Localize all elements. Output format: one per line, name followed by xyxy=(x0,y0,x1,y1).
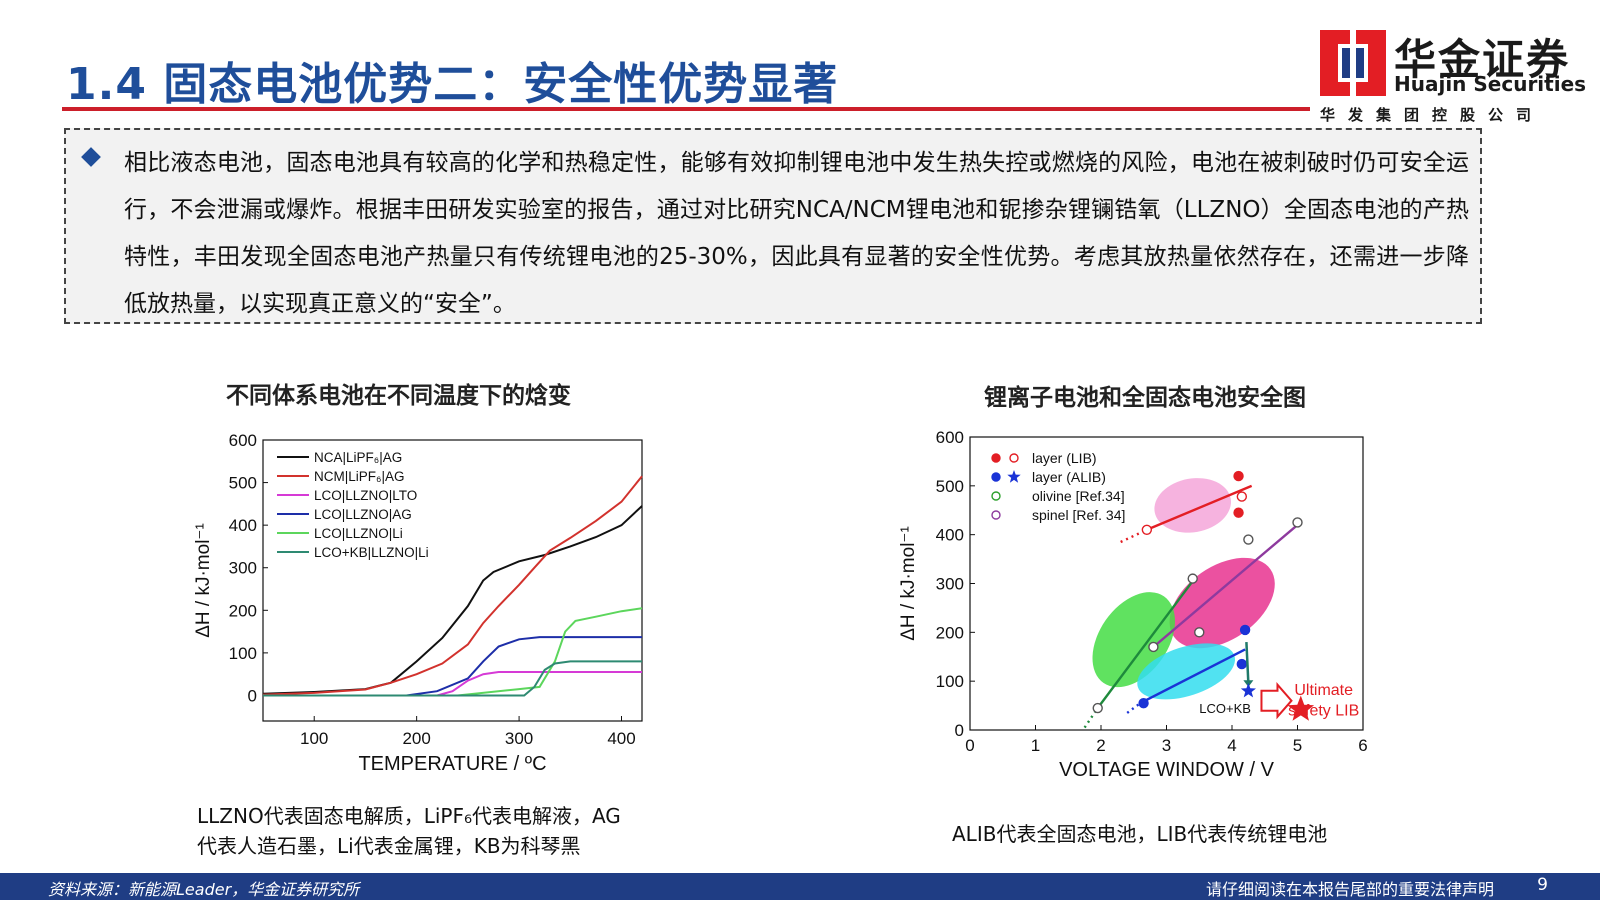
x-tick-label: 3 xyxy=(1162,736,1171,755)
x-axis-label: TEMPERATURE / ºC xyxy=(358,753,546,775)
x-tick-label: 0 xyxy=(965,736,974,755)
legend-label: olivine [Ref.34] xyxy=(1032,488,1125,504)
data-point xyxy=(1236,658,1248,670)
y-tick-label: 100 xyxy=(936,672,964,691)
y-tick-label: 200 xyxy=(229,601,257,620)
left-chart-title: 不同体系电池在不同温度下的焓变 xyxy=(226,383,571,409)
hollow-arrow-icon xyxy=(1260,682,1293,720)
left-chart-note-line1: LLZNO代表固态电解质，LiPF₆代表电解液，AG xyxy=(197,804,621,828)
y-tick-label: 400 xyxy=(229,516,257,535)
x-tick-label: 200 xyxy=(402,729,430,748)
legend-star-icon xyxy=(1007,470,1021,483)
y-axis-label: ΔH / kJ·mol⁻¹ xyxy=(898,526,919,641)
fit-line xyxy=(1146,484,1253,531)
legend-label: spinel [Ref. 34] xyxy=(1032,507,1125,523)
legend-label: NCM|LiPF₆|AG xyxy=(314,469,404,484)
y-tick-label: 500 xyxy=(229,474,257,493)
fit-line xyxy=(1139,648,1246,705)
logo-subtitle: 华发集团控股公司 xyxy=(1320,106,1545,124)
data-point xyxy=(1233,507,1244,518)
x-tick-label: 5 xyxy=(1293,736,1302,755)
y-tick-label: 600 xyxy=(229,431,257,450)
data-point xyxy=(1194,627,1205,638)
fit-line xyxy=(1152,523,1299,648)
logo-name-en: Huajin Securities xyxy=(1394,72,1587,96)
y-tick-label: 600 xyxy=(936,428,964,447)
x-tick-label: 2 xyxy=(1096,736,1105,755)
data-point xyxy=(1148,641,1159,653)
y-tick-label: 200 xyxy=(936,623,964,642)
data-point xyxy=(1243,534,1254,545)
summary-paragraph: 相比液态电池，固态电池具有较高的化学和热稳定性，能够有效抑制锂电池中发生热失控或… xyxy=(124,150,1469,317)
huajin-logo-icon xyxy=(1320,30,1386,96)
x-tick-label: 6 xyxy=(1358,736,1367,755)
fit-line-extension xyxy=(1126,702,1142,714)
x-tick-label: 400 xyxy=(607,729,635,748)
arrow-line xyxy=(1245,642,1250,684)
y-tick-label: 500 xyxy=(936,477,964,496)
annotation-safety-lib: safety LIB xyxy=(1288,702,1359,719)
legend-marker xyxy=(991,491,1001,501)
region-ellipse xyxy=(1154,478,1231,533)
legend-label: LCO|LLZNO|AG xyxy=(314,507,412,522)
x-tick-label: 100 xyxy=(300,729,328,748)
data-point xyxy=(1233,470,1244,482)
safety-map-chart: LCO+KB Ultimate safety LIB 0 100 200 300 400 500… xyxy=(898,428,1368,781)
logo-name-cn: 华金证券 xyxy=(1394,35,1571,84)
fit-line xyxy=(1096,580,1194,709)
lco-kb-star-icon xyxy=(1240,682,1256,698)
x-axis-label: VOLTAGE WINDOW / V xyxy=(1059,759,1274,781)
data-point xyxy=(1092,702,1103,714)
footer-disclaimer: 请仔细阅读在本报告尾部的重要法律声明 xyxy=(1205,880,1494,899)
legend-label: NCA|LiPF₆|AG xyxy=(314,450,402,465)
data-point xyxy=(1292,517,1303,528)
y-tick-label: 0 xyxy=(955,721,964,740)
series-line xyxy=(263,660,642,697)
legend-label: LCO+KB|LLZNO|Li xyxy=(314,545,429,560)
legend-label: layer (ALIB) xyxy=(1032,469,1106,485)
footer-bar: 资料来源：新能源Leader，华金证券研究所 请仔细阅读在本报告尾部的重要法律声… xyxy=(0,873,1600,900)
company-logo: 华金证券 Huajin Securities 华发集团控股公司 xyxy=(1320,30,1586,126)
legend-marker xyxy=(991,453,1001,463)
enthalpy-temperature-chart: 0 100 200 300 400 500 600 100 200 300 400 TEMPERATU… xyxy=(193,431,643,775)
page-title: 1.4 固态电池优势二：安全性优势显著 xyxy=(66,59,839,110)
series-line xyxy=(262,475,643,696)
ultimate-safety-star-icon xyxy=(1287,695,1315,721)
data-point xyxy=(1187,573,1198,584)
annotation-lco-kb: LCO+KB xyxy=(1199,701,1251,716)
plot-frame xyxy=(262,439,643,722)
data-point xyxy=(1138,697,1149,709)
legend-label: LCO|LLZNO|Li xyxy=(314,526,403,541)
legend-marker xyxy=(991,472,1001,482)
data-point xyxy=(1236,491,1248,502)
legend-marker xyxy=(1009,453,1019,463)
legend-marker xyxy=(991,510,1001,520)
footer-source: 资料来源：新能源Leader，华金证券研究所 xyxy=(48,880,360,899)
page-number: 9 xyxy=(1537,875,1548,895)
y-tick-label: 0 xyxy=(248,686,257,705)
legend-label: LCO|LLZNO|LTO xyxy=(314,488,417,503)
y-axis-label: ΔH / kJ·mol⁻¹ xyxy=(193,523,214,638)
y-tick-label: 400 xyxy=(936,526,964,545)
x-tick-label: 300 xyxy=(505,729,533,748)
summary-box: 相比液态电池，固态电池具有较高的化学和热稳定性，能够有效抑制锂电池中发生热失控或… xyxy=(64,128,1482,324)
y-tick-label: 300 xyxy=(936,575,964,594)
diamond-bullet-icon xyxy=(81,147,101,167)
annotation-ultimate: Ultimate xyxy=(1294,682,1353,699)
data-point xyxy=(1141,524,1153,535)
x-tick-label: 1 xyxy=(1031,736,1040,755)
x-tick-label: 4 xyxy=(1227,736,1236,755)
left-chart-note-line2: 代表人造石墨，Li代表金属锂，KB为科琴黑 xyxy=(197,834,581,858)
region-ellipse xyxy=(1137,643,1236,700)
legend-label: layer (LIB) xyxy=(1032,450,1097,466)
series-line xyxy=(263,636,642,697)
title-underline xyxy=(62,107,1310,111)
y-tick-label: 300 xyxy=(229,559,257,578)
y-tick-label: 100 xyxy=(229,644,257,663)
right-chart-note: ALIB代表全固态电池，LIB代表传统锂电池 xyxy=(952,822,1328,846)
right-chart-title: 锂离子电池和全固态电池安全图 xyxy=(984,385,1306,411)
data-point xyxy=(1239,624,1251,636)
series-line xyxy=(263,607,643,697)
